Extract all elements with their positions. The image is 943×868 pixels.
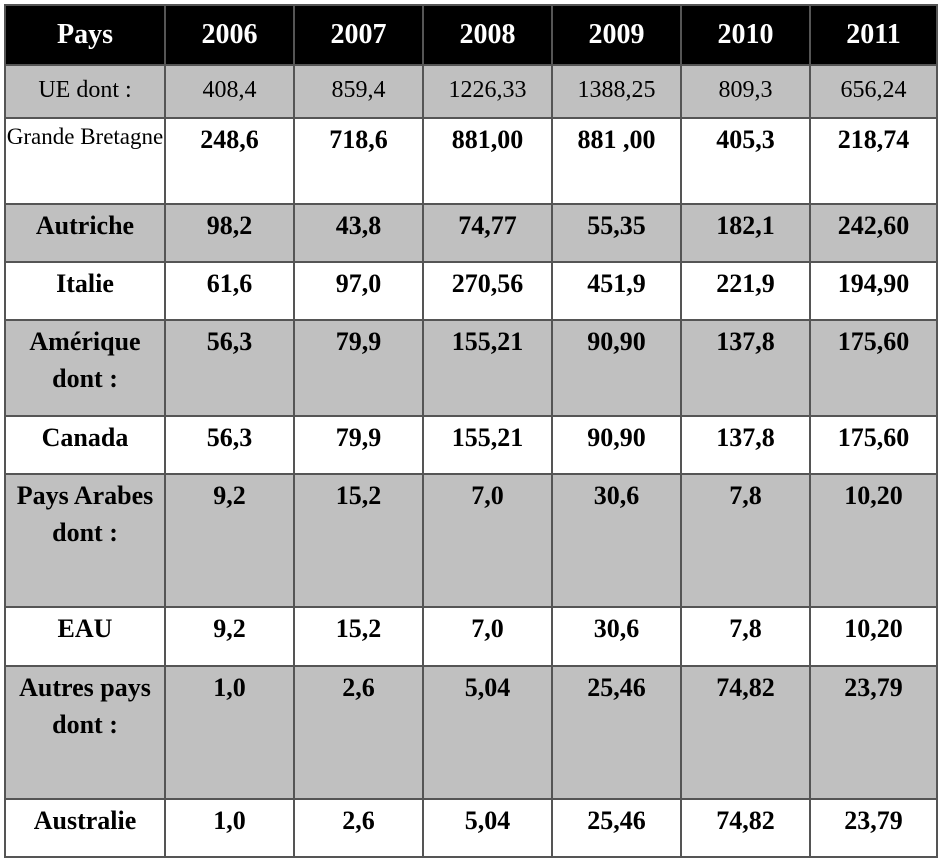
value-cell: 15,2 [293, 473, 424, 608]
value-cell: 5,04 [422, 798, 553, 858]
value-cell: 74,82 [680, 798, 811, 858]
table-row: Italie 61,6 97,0 270,56 451,9 221,9 194,… [4, 261, 938, 321]
value-cell: 74,77 [422, 203, 553, 263]
value-cell: 1388,25 [551, 64, 682, 119]
value-cell: 405,3 [680, 117, 811, 205]
header-cell-pays: Pays [4, 4, 166, 66]
value-cell: 881,00 [422, 117, 553, 205]
value-cell: 175,60 [809, 319, 938, 417]
header-cell-2010: 2010 [680, 4, 811, 66]
value-cell: 25,46 [551, 798, 682, 858]
value-cell: 155,21 [422, 319, 553, 417]
value-cell: 194,90 [809, 261, 938, 321]
table-row: Pays Arabes dont : 9,2 15,2 7,0 30,6 7,8… [4, 473, 938, 608]
value-cell: 90,90 [551, 415, 682, 475]
value-cell: 1,0 [164, 665, 295, 800]
value-cell: 56,3 [164, 319, 295, 417]
data-table: Pays 2006 2007 2008 2009 2010 2011 UE do… [4, 4, 938, 858]
country-cell: Pays Arabes dont : [4, 473, 166, 608]
value-cell: 155,21 [422, 415, 553, 475]
table-row: Autres pays dont : 1,0 2,6 5,04 25,46 74… [4, 665, 938, 800]
value-cell: 718,6 [293, 117, 424, 205]
country-cell: EAU [4, 606, 166, 667]
value-cell: 9,2 [164, 473, 295, 608]
country-cell: Grande Bretagne [4, 117, 166, 205]
value-cell: 79,9 [293, 319, 424, 417]
value-cell: 182,1 [680, 203, 811, 263]
header-cell-2007: 2007 [293, 4, 424, 66]
country-cell: UE dont : [4, 64, 166, 119]
value-cell: 2,6 [293, 798, 424, 858]
country-cell: Italie [4, 261, 166, 321]
value-cell: 15,2 [293, 606, 424, 667]
value-cell: 270,56 [422, 261, 553, 321]
value-cell: 7,8 [680, 473, 811, 608]
table-row: EAU 9,2 15,2 7,0 30,6 7,8 10,20 [4, 606, 938, 667]
value-cell: 10,20 [809, 606, 938, 667]
value-cell: 7,8 [680, 606, 811, 667]
value-cell: 56,3 [164, 415, 295, 475]
value-cell: 23,79 [809, 798, 938, 858]
table-row: UE dont : 408,4 859,4 1226,33 1388,25 80… [4, 64, 938, 119]
value-cell: 79,9 [293, 415, 424, 475]
value-cell: 23,79 [809, 665, 938, 800]
value-cell: 221,9 [680, 261, 811, 321]
header-cell-2009: 2009 [551, 4, 682, 66]
value-cell: 5,04 [422, 665, 553, 800]
value-cell: 451,9 [551, 261, 682, 321]
country-cell: Australie [4, 798, 166, 858]
value-cell: 137,8 [680, 415, 811, 475]
value-cell: 7,0 [422, 473, 553, 608]
value-cell: 30,6 [551, 473, 682, 608]
value-cell: 97,0 [293, 261, 424, 321]
value-cell: 2,6 [293, 665, 424, 800]
value-cell: 90,90 [551, 319, 682, 417]
table-row: Canada 56,3 79,9 155,21 90,90 137,8 175,… [4, 415, 938, 475]
value-cell: 881 ,00 [551, 117, 682, 205]
header-cell-2008: 2008 [422, 4, 553, 66]
country-cell: Autres pays dont : [4, 665, 166, 800]
value-cell: 242,60 [809, 203, 938, 263]
header-row: Pays 2006 2007 2008 2009 2010 2011 [4, 4, 938, 66]
table-row: Autriche 98,2 43,8 74,77 55,35 182,1 242… [4, 203, 938, 263]
value-cell: 1226,33 [422, 64, 553, 119]
value-cell: 656,24 [809, 64, 938, 119]
header-cell-2006: 2006 [164, 4, 295, 66]
table-row: Amérique dont : 56,3 79,9 155,21 90,90 1… [4, 319, 938, 417]
country-cell: Amérique dont : [4, 319, 166, 417]
table-row: Australie 1,0 2,6 5,04 25,46 74,82 23,79 [4, 798, 938, 858]
value-cell: 218,74 [809, 117, 938, 205]
country-cell: Canada [4, 415, 166, 475]
table-row: Grande Bretagne 248,6 718,6 881,00 881 ,… [4, 117, 938, 205]
value-cell: 98,2 [164, 203, 295, 263]
value-cell: 61,6 [164, 261, 295, 321]
value-cell: 25,46 [551, 665, 682, 800]
country-cell: Autriche [4, 203, 166, 263]
header-cell-2011: 2011 [809, 4, 938, 66]
value-cell: 55,35 [551, 203, 682, 263]
value-cell: 10,20 [809, 473, 938, 608]
value-cell: 9,2 [164, 606, 295, 667]
value-cell: 408,4 [164, 64, 295, 119]
value-cell: 43,8 [293, 203, 424, 263]
value-cell: 1,0 [164, 798, 295, 858]
value-cell: 859,4 [293, 64, 424, 119]
value-cell: 7,0 [422, 606, 553, 667]
value-cell: 175,60 [809, 415, 938, 475]
value-cell: 74,82 [680, 665, 811, 800]
value-cell: 248,6 [164, 117, 295, 205]
value-cell: 809,3 [680, 64, 811, 119]
value-cell: 137,8 [680, 319, 811, 417]
value-cell: 30,6 [551, 606, 682, 667]
